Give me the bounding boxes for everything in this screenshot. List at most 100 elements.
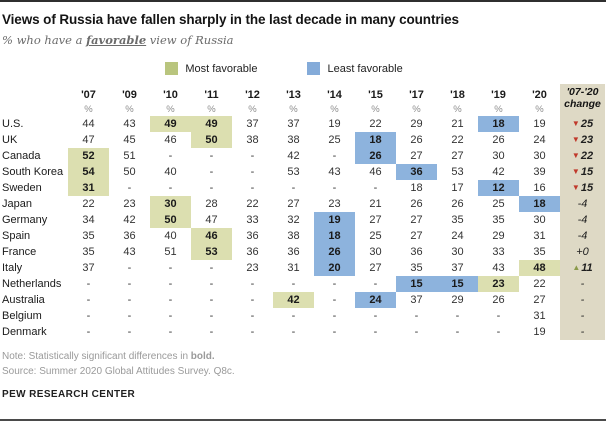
legend-item-most-favorable: Most favorable xyxy=(165,62,257,75)
change-header-line1: '07-'20 xyxy=(566,86,599,98)
value-cell: - xyxy=(127,262,132,274)
value-cell: 29 xyxy=(451,294,464,306)
percent-symbol: % xyxy=(84,103,93,115)
value-cell: 27 xyxy=(369,214,382,226)
value-cell: 29 xyxy=(410,118,423,130)
percent-symbol: % xyxy=(289,103,298,115)
least-favorable-value-cell: 15 xyxy=(437,276,478,292)
change-cell: -4 xyxy=(560,196,605,212)
most-favorable-value-cell: 42 xyxy=(273,292,314,308)
country-label: Belgium xyxy=(2,310,42,322)
value-cell: 22 xyxy=(533,278,546,290)
value-cell: - xyxy=(209,166,214,178)
year-column-header: '20 xyxy=(532,89,547,101)
year-column-header: '09 xyxy=(122,89,137,101)
country-label: Denmark xyxy=(2,326,47,338)
value-cell: - xyxy=(209,278,214,290)
value-cell: 51 xyxy=(164,246,177,258)
value-cell: - xyxy=(332,278,337,290)
least-favorable-value-cell: 36 xyxy=(396,164,437,180)
table-row: U.S. 44 43 49 49 37 37 19 22 29 21 18 19 ▼25 xyxy=(2,116,605,132)
value-cell: - xyxy=(250,166,255,178)
subtitle-suffix: view of Russia xyxy=(146,33,234,47)
subtitle-prefix: % who have a xyxy=(2,33,87,47)
value-cell: 53 xyxy=(451,166,464,178)
change-cell: -4 xyxy=(560,212,605,228)
change-value: +0 xyxy=(576,246,589,258)
value-cell: 17 xyxy=(451,182,464,194)
value-cell: - xyxy=(496,326,501,338)
value-cell: 27 xyxy=(369,262,382,274)
table-row: Sweden 31 - - - - - - - 18 17 12 16 ▼15 xyxy=(2,180,605,196)
value-cell: 30 xyxy=(369,246,382,258)
year-column-header: '14 xyxy=(327,89,342,101)
legend: Most favorable Least favorable xyxy=(2,62,566,75)
year-column-header: '10 xyxy=(163,89,178,101)
value-cell: - xyxy=(373,182,378,194)
value-cell: - xyxy=(168,150,173,162)
note-prefix: Note: Statistically significant differen… xyxy=(2,351,191,362)
value-cell: 18 xyxy=(410,182,423,194)
most-favorable-swatch-icon xyxy=(165,62,179,75)
value-cell: - xyxy=(168,326,173,338)
country-label: Sweden xyxy=(2,182,42,194)
change-value: -4 xyxy=(577,214,588,226)
value-cell: 40 xyxy=(164,166,177,178)
value-cell: - xyxy=(127,294,132,306)
value-cell: 43 xyxy=(492,262,505,274)
value-cell: 19 xyxy=(533,118,546,130)
value-cell: - xyxy=(291,310,296,322)
value-cell: 53 xyxy=(287,166,300,178)
value-cell: - xyxy=(127,326,132,338)
country-label: Canada xyxy=(2,150,41,162)
value-cell: - xyxy=(168,262,173,274)
value-cell: 16 xyxy=(533,182,546,194)
least-favorable-value-cell: 26 xyxy=(355,148,396,164)
most-favorable-value-cell: 49 xyxy=(191,116,232,132)
value-cell: 27 xyxy=(287,198,300,210)
change-cell: - xyxy=(560,324,605,340)
value-cell: 23 xyxy=(246,262,259,274)
value-cell: 34 xyxy=(82,214,95,226)
table-row: Italy 37- - -23 31 20 27 35 37 43 48 ▲11 xyxy=(2,260,605,276)
change-cell: ▼23 xyxy=(560,132,605,148)
most-favorable-value-cell: 48 xyxy=(519,260,560,276)
value-cell: 43 xyxy=(328,166,341,178)
value-cell: 46 xyxy=(369,166,382,178)
figure-subtitle: % who have a favorable view of Russia xyxy=(2,33,606,47)
value-cell: 25 xyxy=(328,134,341,146)
value-cell: 35 xyxy=(410,262,423,274)
change-value: 11 xyxy=(581,262,593,274)
note-text: Note: Statistically significant differen… xyxy=(2,350,606,364)
value-cell: - xyxy=(250,310,255,322)
value-cell: 44 xyxy=(82,118,95,130)
value-cell: 40 xyxy=(164,230,177,242)
least-favorable-value-cell: 15 xyxy=(396,276,437,292)
figure-title: Views of Russia have fallen sharply in t… xyxy=(2,12,459,27)
value-cell: 35 xyxy=(82,246,95,258)
least-favorable-swatch-icon xyxy=(307,62,321,75)
value-cell: 35 xyxy=(82,230,95,242)
value-cell: - xyxy=(168,294,173,306)
value-cell: 46 xyxy=(164,134,177,146)
legend-label: Least favorable xyxy=(327,62,403,75)
value-cell: - xyxy=(209,182,214,194)
value-cell: 30 xyxy=(492,150,505,162)
trend-up-icon: ▲ xyxy=(572,263,581,272)
change-cell: ▲11 xyxy=(560,260,605,276)
value-cell: 31 xyxy=(533,310,546,322)
year-header-row: '07 '09 '10 '11 '12 '13 '14 '15 '17 '18 '19 '20 '07-… xyxy=(2,84,605,116)
value-cell: 22 xyxy=(369,118,382,130)
percent-symbol: % xyxy=(412,103,421,115)
value-cell: - xyxy=(414,326,419,338)
value-cell: 36 xyxy=(246,246,259,258)
least-favorable-value-cell: 18 xyxy=(355,132,396,148)
country-label: UK xyxy=(2,134,18,146)
value-cell: 19 xyxy=(328,118,341,130)
percent-symbol: % xyxy=(330,103,339,115)
country-label: U.S. xyxy=(2,118,24,130)
year-column-header: '12 xyxy=(245,89,260,101)
change-cell: ▼15 xyxy=(560,164,605,180)
value-cell: - xyxy=(414,310,419,322)
